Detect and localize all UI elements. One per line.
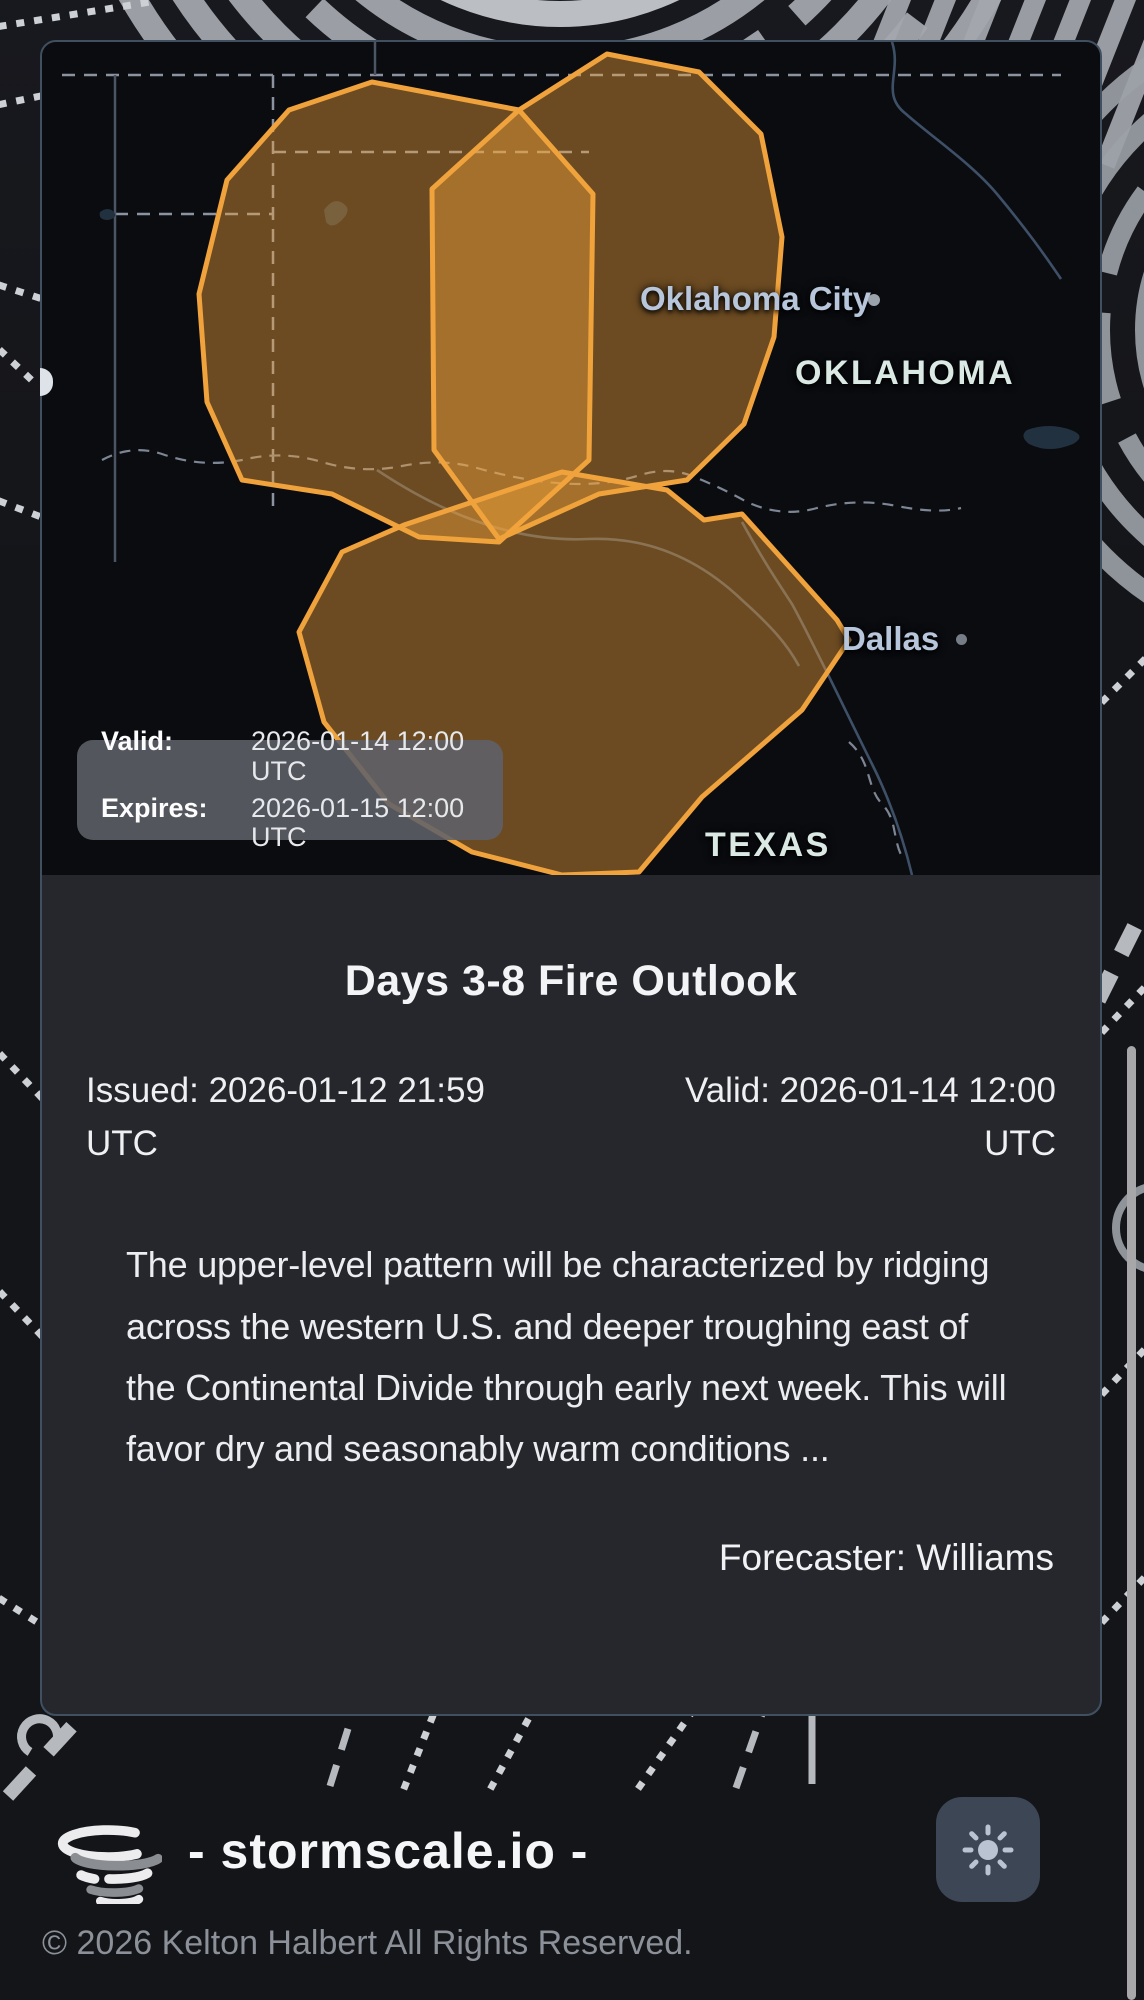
- lakes: [99, 201, 1080, 449]
- state-borders: [62, 73, 1061, 507]
- issued-timestamp: Issued: 2026-01-12 21:59 UTC: [86, 1071, 485, 1164]
- state-borders-solid: [113, 42, 377, 562]
- rivers: [376, 42, 1063, 875]
- outlook-map[interactable]: Oklahoma City OKLAHOMA Dallas TEXAS Vali…: [42, 42, 1100, 875]
- city-marker-dallas: [956, 634, 967, 645]
- outlook-info: Days 3-8 Fire Outlook Issued: 2026-01-12…: [42, 875, 1100, 1579]
- expires-value: 2026-01-15 12:00 UTC: [251, 792, 465, 853]
- page-title: Days 3-8 Fire Outlook: [344, 957, 798, 1005]
- sun-icon: [962, 1824, 1014, 1875]
- fire-outlook-area-west[interactable]: [196, 79, 596, 545]
- outlook-card: Oklahoma City OKLAHOMA Dallas TEXAS Vali…: [40, 40, 1102, 1716]
- forecaster-name: Forecaster: Williams: [718, 1537, 1054, 1579]
- valid-value: 2026-01-14 12:00 UTC: [251, 726, 465, 786]
- map-canvas: [62, 42, 1080, 875]
- issued-valid-row: Issued: 2026-01-12 21:59 UTC Valid: 2026…: [86, 1064, 1056, 1170]
- discussion-text: The upper-level pattern will be characte…: [126, 1244, 1007, 1469]
- scrollbar-thumb[interactable]: [1127, 1046, 1136, 2000]
- state-label-oklahoma: OKLAHOMA: [795, 354, 1016, 392]
- expires-label: Expires:: [101, 792, 208, 823]
- tornado-icon: [57, 1825, 162, 1904]
- edge-notch-decoration: [40, 368, 53, 396]
- brand-name: - stormscale.io -: [188, 1823, 589, 1879]
- river-border: [101, 449, 962, 861]
- valid-label: Valid:: [101, 726, 174, 757]
- footer-brand: - stormscale.io -: [56, 1796, 588, 1906]
- theme-toggle-button[interactable]: [936, 1797, 1040, 1902]
- fire-outlook-area-east[interactable]: [429, 51, 785, 542]
- state-label-texas: TEXAS: [705, 826, 831, 864]
- valid-expires-legend: Valid: 2026-01-14 12:00 UTC Expires: 202…: [77, 726, 503, 852]
- fire-outlook-polygons[interactable]: [196, 51, 852, 875]
- city-label-oklahoma-city: Oklahoma City: [640, 280, 872, 317]
- city-marker-oklahoma-city: [868, 294, 880, 306]
- copyright-text: © 2026 Kelton Halbert All Rights Reserve…: [42, 1924, 693, 1962]
- city-label-dallas: Dallas: [842, 620, 940, 657]
- valid-timestamp: Valid: 2026-01-14 12:00 UTC: [684, 1071, 1056, 1164]
